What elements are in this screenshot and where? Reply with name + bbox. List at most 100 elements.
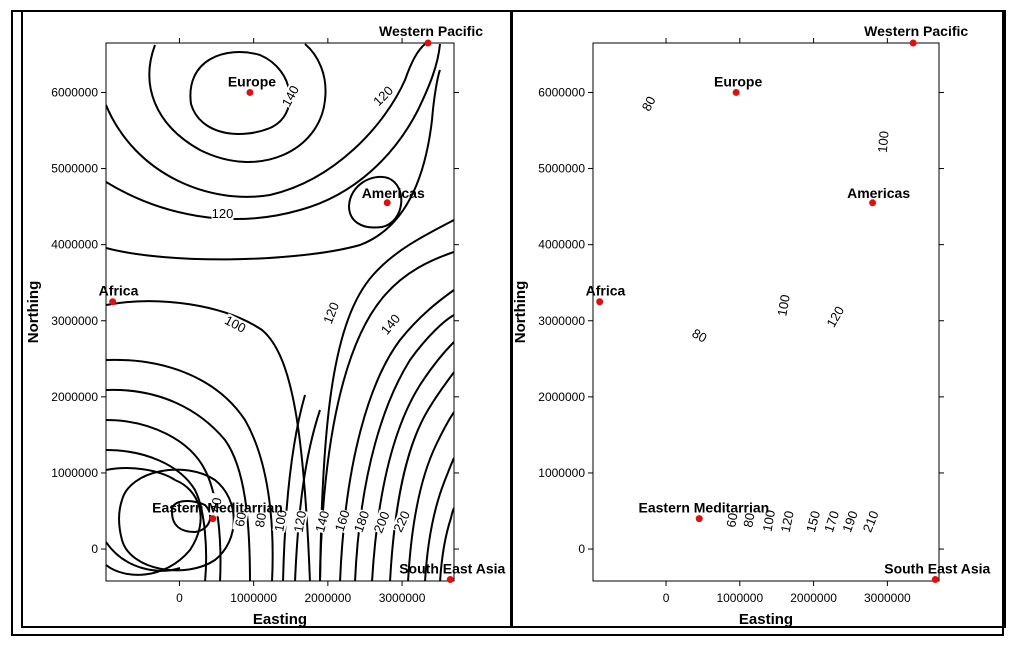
x-tick-label: 1000000 — [716, 591, 763, 605]
y-tick-label: 2000000 — [538, 390, 585, 404]
contour-line — [294, 409, 321, 581]
contour-label-bg — [332, 508, 352, 534]
contour-label: 140 — [279, 83, 302, 109]
contour-label: 190 — [839, 509, 861, 535]
site-marker — [424, 39, 432, 47]
contour-line — [106, 69, 441, 261]
y-tick-label: 2000000 — [51, 390, 98, 404]
site-marker — [732, 88, 740, 96]
contour-label-bg — [207, 492, 225, 517]
contour-line — [106, 449, 208, 581]
site-label: South East Asia — [399, 560, 505, 576]
contour-line — [593, 304, 749, 582]
y-tick-label: 5000000 — [51, 162, 98, 176]
contour-line — [106, 43, 441, 220]
contour-line — [339, 289, 454, 581]
contour-line — [106, 419, 222, 581]
site-label: Africa — [586, 283, 626, 299]
contour-label-bg — [272, 508, 289, 533]
contour-label-bg — [211, 207, 234, 221]
site-marker — [209, 515, 217, 523]
contour-line — [348, 175, 403, 229]
plot-area-border — [592, 42, 940, 582]
y-tick-label: 3000000 — [51, 314, 98, 328]
contour-label-bg — [279, 83, 302, 109]
x-tick-label: 1000000 — [230, 591, 277, 605]
site-label: Americas — [847, 185, 910, 201]
y-tick-label: 0 — [578, 542, 585, 556]
x-tick-label: 3000000 — [864, 591, 911, 605]
contour-label: 160 — [332, 508, 353, 533]
contour-line — [593, 565, 657, 582]
contour-label-bg — [232, 507, 249, 532]
contour-label-bg — [760, 508, 778, 533]
site-marker — [869, 199, 877, 207]
contour-line — [319, 219, 454, 581]
contour-line — [407, 411, 454, 581]
contour-line — [106, 479, 202, 576]
y-axis-label: Northing — [512, 281, 529, 343]
contour-line — [106, 43, 426, 198]
contour-label: 80 — [689, 325, 709, 345]
contour-label: 210 — [860, 509, 882, 535]
site-label: Eastern Meditarrian — [152, 500, 283, 516]
contour-label-bg — [378, 311, 403, 337]
contour-label: 140 — [312, 509, 332, 534]
site-label: South East Asia — [884, 560, 990, 576]
site-label: Europe — [228, 73, 276, 89]
contour-label-bg — [637, 90, 660, 117]
contour-label-bg — [860, 508, 881, 535]
contour-label: 120 — [778, 509, 797, 533]
panel-divider — [510, 10, 513, 628]
contour-label-bg — [778, 509, 796, 534]
y-tick-label: 4000000 — [51, 238, 98, 252]
contour-label: 60 — [232, 511, 249, 528]
contour-label-bg — [875, 130, 891, 154]
site-label: Western Pacific — [379, 23, 483, 39]
contour-line — [118, 468, 235, 572]
figure-frame-inner — [21, 10, 1006, 628]
contour-label: 120 — [291, 510, 310, 534]
y-tick-label: 6000000 — [538, 85, 585, 99]
contour-line — [593, 390, 717, 582]
contour-label: 120 — [212, 206, 234, 221]
contour-line — [106, 467, 176, 481]
x-tick-label: 2000000 — [304, 591, 351, 605]
site-label: Americas — [362, 185, 425, 201]
contour-label-bg — [320, 300, 342, 326]
x-tick-label: 0 — [176, 591, 183, 605]
contour-label-bg — [740, 508, 758, 532]
contour-label-bg — [291, 509, 309, 534]
contour-label-bg — [391, 508, 413, 535]
x-axis-label: Easting — [253, 611, 307, 628]
site-marker — [446, 575, 454, 583]
contour-line — [389, 371, 454, 581]
contour-line — [867, 366, 941, 582]
site-label: Western Pacific — [864, 23, 968, 39]
y-tick-label: 0 — [91, 542, 98, 556]
contour-line — [849, 325, 941, 582]
contour-label-bg — [824, 303, 847, 330]
contour-label-bg — [821, 509, 842, 534]
contour-label: 100 — [760, 509, 779, 533]
contour-label: 100 — [222, 312, 248, 335]
site-marker — [909, 39, 917, 47]
contour-label-bg — [252, 508, 269, 532]
contour-label: 80 — [740, 512, 757, 529]
contour-label-bg — [222, 313, 249, 336]
contour-line — [106, 300, 311, 581]
contour-label-bg — [370, 83, 396, 109]
site-marker — [695, 515, 703, 523]
contour-line — [593, 355, 737, 582]
contour-label: 100 — [774, 293, 793, 317]
y-tick-label: 6000000 — [51, 85, 98, 99]
y-tick-label: 4000000 — [538, 238, 585, 252]
contour-line — [832, 285, 941, 582]
contour-label-bg — [723, 508, 741, 532]
y-tick-label: 5000000 — [538, 162, 585, 176]
contour-label: 150 — [803, 509, 823, 534]
contour-label: 170 — [821, 509, 842, 534]
